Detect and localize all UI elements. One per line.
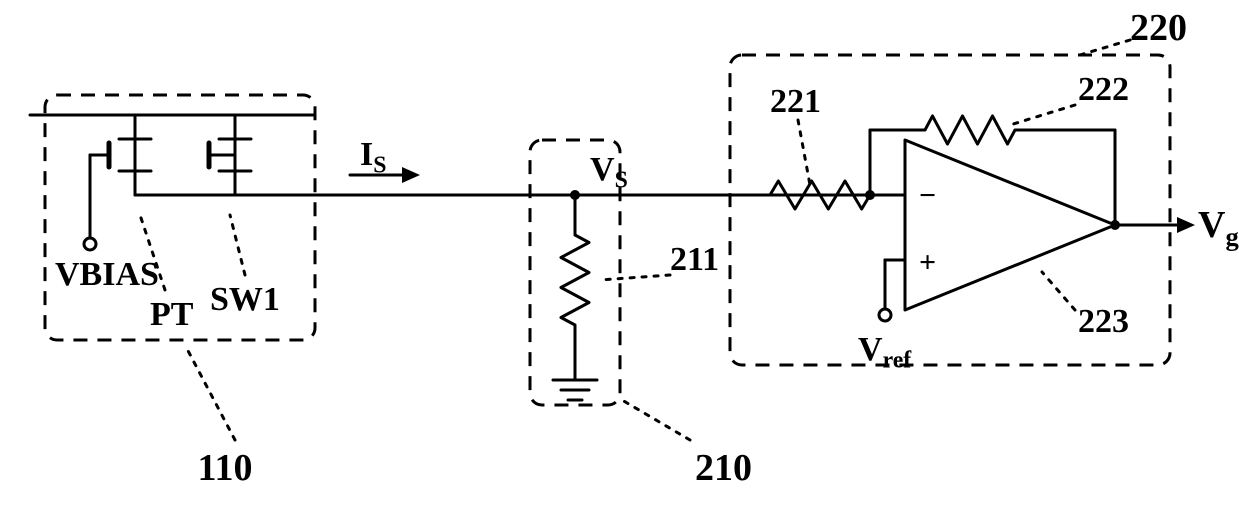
circuit-diagram: − + VBIASPT SW1 IS VS Vg Vref 110 210 211 220 221 222…: [0, 0, 1239, 505]
label-222: 222: [1078, 71, 1129, 108]
label-is: IS: [360, 136, 386, 178]
opamp-minus: −: [919, 179, 936, 212]
label-vref: Vref: [858, 331, 912, 373]
opamp-plus: +: [919, 246, 936, 279]
label-vbias: VBIAS: [55, 256, 159, 293]
label-223: 223: [1078, 303, 1129, 340]
label-sw1: SW1: [210, 281, 280, 318]
label-221: 221: [770, 83, 821, 120]
label-220: 220: [1130, 7, 1187, 49]
label-210: 210: [695, 447, 752, 489]
label-vg: Vg: [1198, 204, 1239, 251]
label-211: 211: [670, 241, 719, 278]
label-110: 110: [198, 447, 253, 489]
label-pt: PT: [150, 296, 194, 333]
label-vs: VS: [590, 151, 628, 193]
